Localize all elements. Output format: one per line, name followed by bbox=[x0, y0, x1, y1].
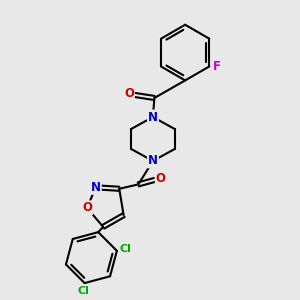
Text: O: O bbox=[82, 201, 92, 214]
Text: O: O bbox=[124, 87, 134, 100]
Text: N: N bbox=[148, 110, 158, 124]
Text: N: N bbox=[91, 181, 101, 194]
Text: F: F bbox=[213, 60, 220, 73]
Text: Cl: Cl bbox=[120, 244, 132, 254]
Text: Cl: Cl bbox=[77, 286, 89, 296]
Text: O: O bbox=[156, 172, 166, 185]
Text: N: N bbox=[148, 154, 158, 167]
